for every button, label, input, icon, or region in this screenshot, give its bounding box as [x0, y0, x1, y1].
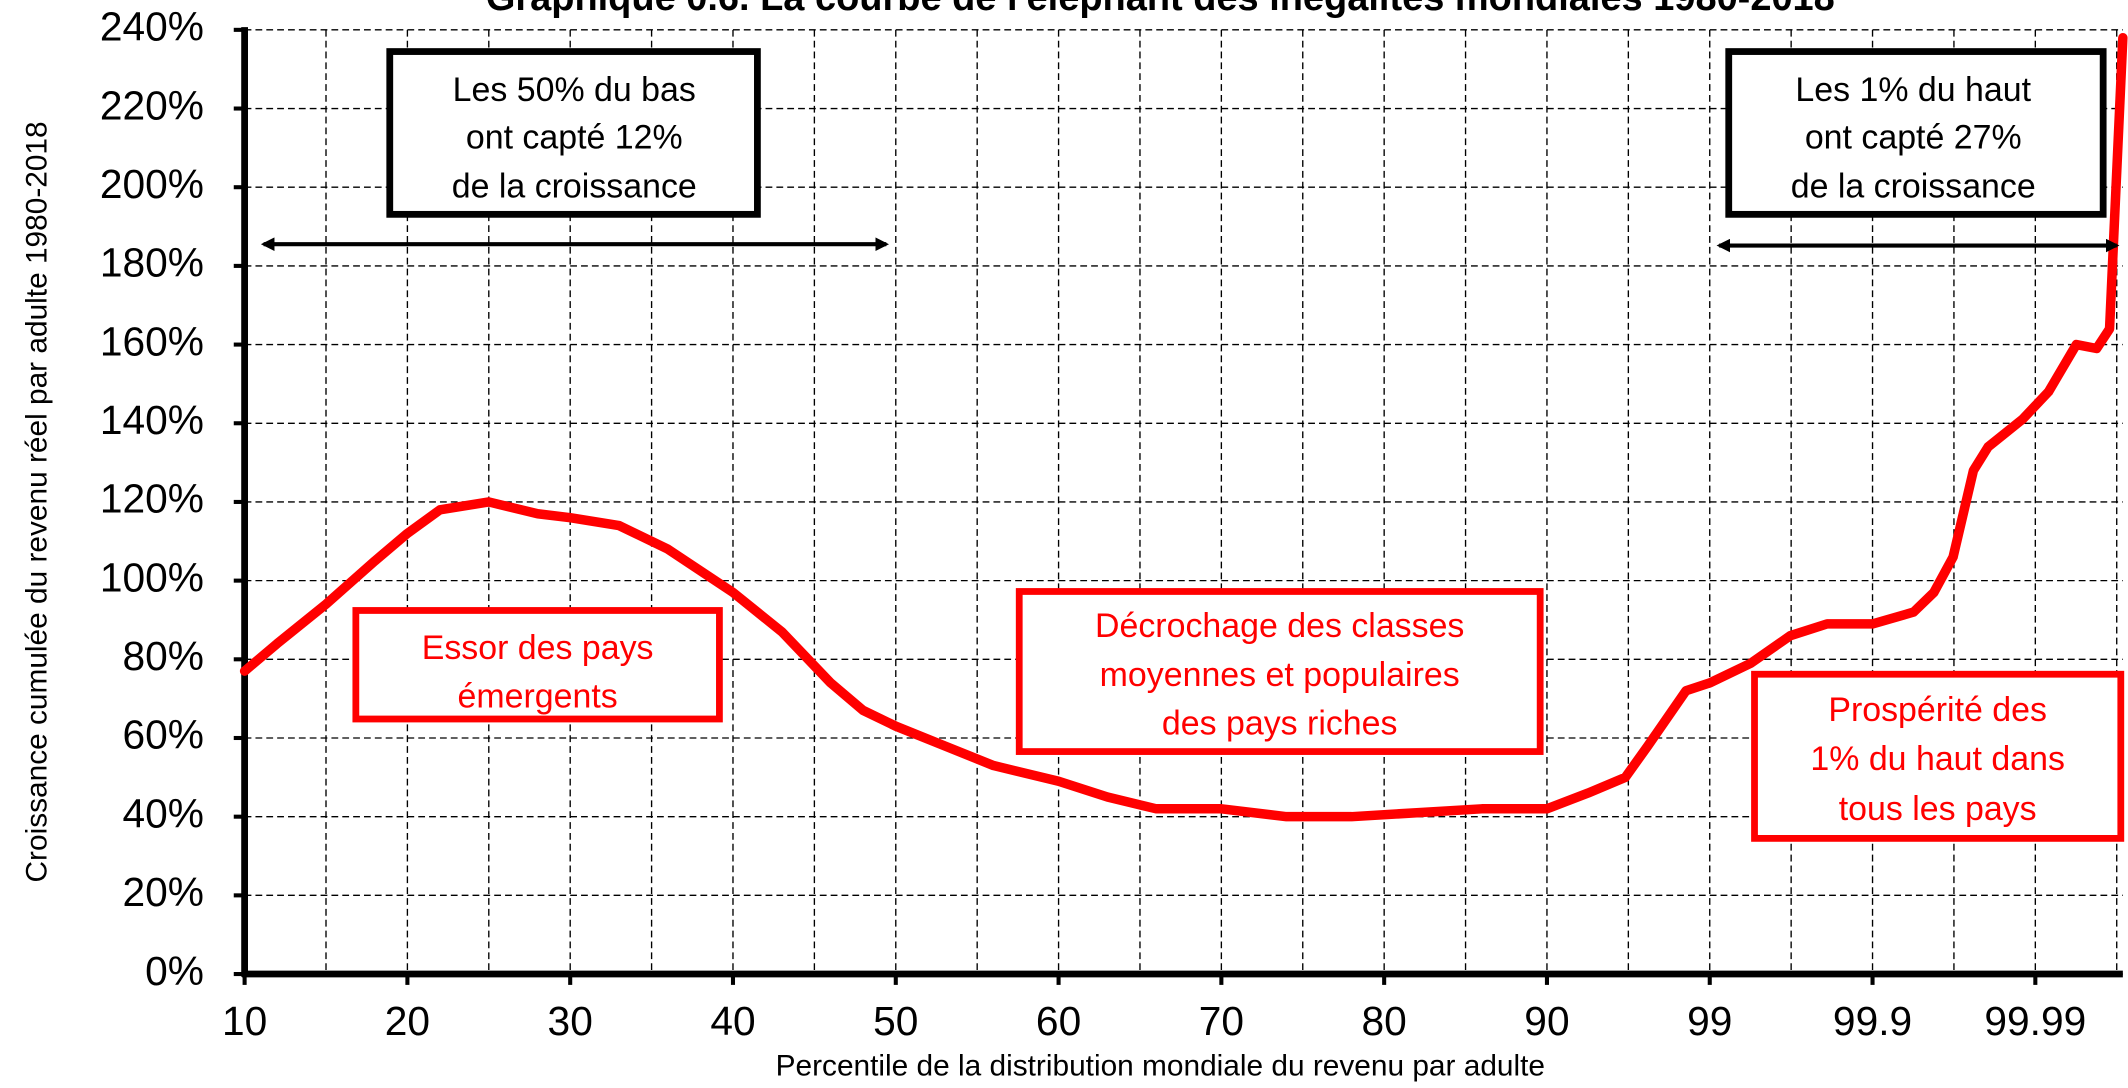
- x-tick-label: 50: [873, 998, 918, 1044]
- y-tick-label: 20%: [122, 869, 203, 915]
- annotation-text: ont capté 12%: [466, 119, 683, 157]
- annotation-text: de la croissance: [452, 168, 697, 206]
- y-tick-label: 180%: [100, 240, 204, 286]
- x-tick-label: 10: [222, 998, 267, 1044]
- annotation-box: [1015, 588, 1544, 755]
- y-tick-label: 200%: [100, 161, 204, 207]
- annotations: Les 50% du bas ont capté 12% de la crois…: [260, 48, 2125, 842]
- y-tick-label: 60%: [122, 712, 203, 758]
- x-tick-label: 90: [1524, 998, 1569, 1044]
- annotation-text: Les 50% du bas: [453, 71, 696, 109]
- y-tick-label: 240%: [100, 4, 204, 50]
- annotation-text: Décrochage des classes: [1095, 607, 1464, 645]
- y-tick-label: 220%: [100, 82, 204, 128]
- annotation-text: 1% du haut dans: [1810, 740, 2065, 778]
- x-axis-label: Percentile de la distribution mondiale d…: [776, 1050, 1545, 1083]
- chart-title: Graphique 0.6. La courbe de l'éléphant d…: [486, 0, 1835, 19]
- y-tick-label: 80%: [122, 633, 203, 679]
- annotation-text: Prospérité des: [1828, 691, 2047, 729]
- y-tick-label: 160%: [100, 318, 204, 364]
- annotation-text: tous les pays: [1839, 790, 2037, 828]
- y-tick-label: 140%: [100, 397, 204, 443]
- annotation-text: émergents: [458, 678, 618, 716]
- annotation-box: [1725, 48, 2107, 218]
- x-tick-label: 60: [1036, 998, 1081, 1044]
- y-tick-label: 0%: [145, 948, 204, 994]
- annotation-text: ont capté 27%: [1805, 119, 2022, 157]
- y-tick-label: 120%: [100, 476, 204, 522]
- x-tick-label: 70: [1199, 998, 1244, 1044]
- annotation-text: Essor des pays: [422, 629, 654, 667]
- annotation-text: des pays riches: [1162, 705, 1398, 743]
- annotation-text: moyennes et populaires: [1100, 656, 1460, 694]
- annotation-box: [1751, 670, 2125, 842]
- x-tick-label: 99: [1687, 998, 1732, 1044]
- annotation-box: [386, 48, 761, 218]
- annotation-box: [352, 607, 723, 723]
- x-tick-label: 80: [1362, 998, 1407, 1044]
- y-tick-label: 100%: [100, 554, 204, 600]
- annotation-text: de la croissance: [1791, 168, 2036, 206]
- x-tick-label: 99.9: [1833, 998, 1912, 1044]
- x-tick-label: 40: [710, 998, 755, 1044]
- data-line: [239, 32, 2128, 822]
- x-tick-label: 20: [385, 998, 430, 1044]
- x-tick-label: 30: [548, 998, 593, 1044]
- y-tick-label: 40%: [122, 790, 203, 836]
- y-axis-label: Croissance cumulée du revenu réel par ad…: [20, 121, 53, 882]
- x-tick-label: 99.99: [1984, 998, 2086, 1044]
- annotation-text: Les 1% du haut: [1795, 71, 2031, 109]
